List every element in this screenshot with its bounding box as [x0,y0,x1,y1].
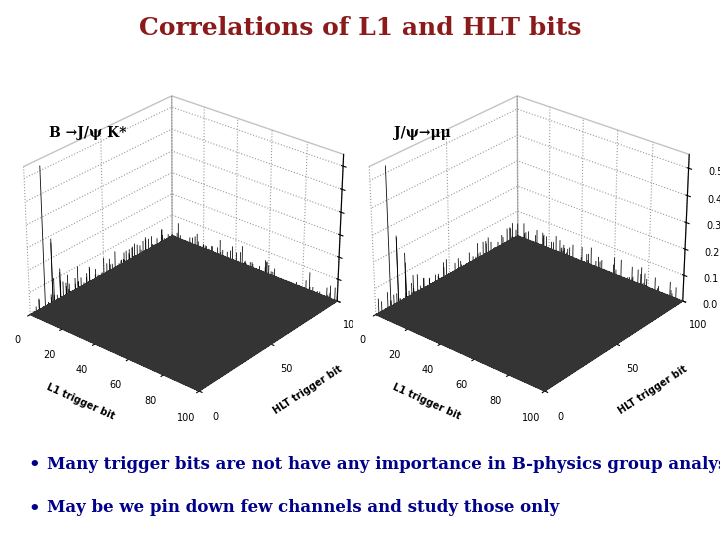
Text: May be we pin down few channels and study those only: May be we pin down few channels and stud… [47,500,559,516]
Text: B →J/ψ K*: B →J/ψ K* [49,126,126,140]
Text: Correlations of L1 and HLT bits: Correlations of L1 and HLT bits [139,16,581,40]
Text: •: • [29,500,40,517]
Text: Many trigger bits are not have any importance in B-physics group analysis: Many trigger bits are not have any impor… [47,456,720,473]
Text: J/ψ→μμ: J/ψ→μμ [395,126,451,140]
Y-axis label: HLT trigger bit: HLT trigger bit [271,364,344,416]
Y-axis label: HLT trigger bit: HLT trigger bit [617,364,690,416]
X-axis label: L1 trigger bit: L1 trigger bit [45,381,116,421]
X-axis label: L1 trigger bit: L1 trigger bit [391,381,462,421]
Text: •: • [29,456,40,474]
